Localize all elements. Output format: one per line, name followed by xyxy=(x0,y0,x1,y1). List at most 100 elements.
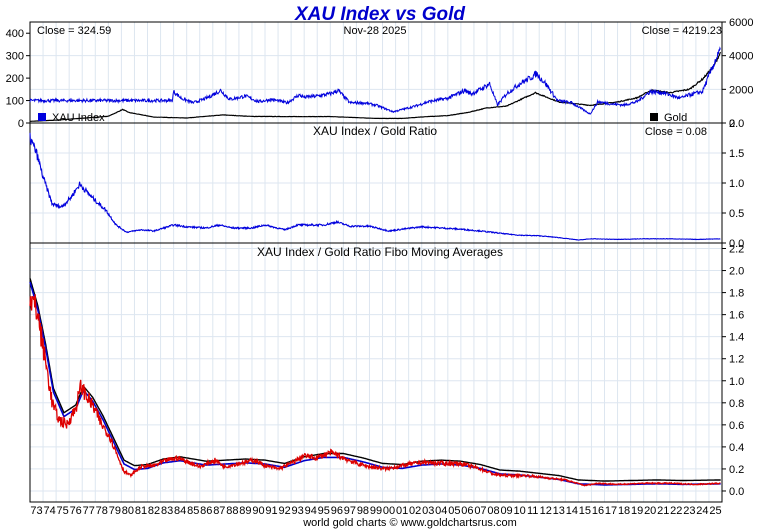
x-axis-year-labels: 73 74 75 76 77 78 79 80 81 82 83 84 85 86 87 88 89 90 91 92… xyxy=(30,505,721,517)
right-axis-tick-label: 4000 xyxy=(729,51,753,63)
panel-1-close-right: Close = 4219.23 xyxy=(642,25,722,37)
panel-2-grid xyxy=(29,122,722,244)
panel-3-right-axis: 2.2 2.0 1.8 1.6 1.4 1.2 1.0 0.8 0.6 0.4 0.2 0.0 xyxy=(722,244,744,498)
x-axis-year-label: 08 xyxy=(487,505,499,517)
x-axis-year-label: 77 xyxy=(83,505,95,517)
x-axis-year-label: 24 xyxy=(696,505,708,517)
right-axis-tick-label: 0.4 xyxy=(729,442,744,454)
right-axis-tick-label: 1.8 xyxy=(729,288,744,300)
panel-2-lines xyxy=(29,132,721,241)
right-axis-tick-label: 0.2 xyxy=(729,464,744,476)
x-axis-year-label: 00 xyxy=(383,505,395,517)
x-axis-year-label: 98 xyxy=(357,505,369,517)
x-axis-year-label: 84 xyxy=(174,505,186,517)
left-axis-tick-label: 300 xyxy=(6,51,24,63)
panel-ratio: XAU Index / Gold Ratio Close = 0.08 2.0 1… xyxy=(29,118,744,250)
x-axis-year-label: 01 xyxy=(396,505,408,517)
panel-3-lines xyxy=(29,278,721,487)
x-axis-year-label: 87 xyxy=(213,505,225,517)
x-axis-year-label: 15 xyxy=(579,505,591,517)
right-axis-tick-label: 0.0 xyxy=(729,238,744,250)
x-axis-year-label: 06 xyxy=(461,505,473,517)
panel-1-left-axis: 400 300 200 100 0 xyxy=(6,28,30,130)
x-axis-year-label: 97 xyxy=(344,505,356,517)
right-axis-tick-label: 1.0 xyxy=(729,178,744,190)
x-axis-year-label: 18 xyxy=(618,505,630,517)
right-axis-tick-label: 1.6 xyxy=(729,310,744,322)
panel-3-title: XAU Index / Gold Ratio Fibo Moving Avera… xyxy=(257,245,503,259)
right-axis-tick-label: 6000 xyxy=(729,17,753,29)
right-axis-tick-label: 2.2 xyxy=(729,244,744,256)
panel-1-date: Nov-28 2025 xyxy=(344,25,407,37)
x-axis-year-label: 23 xyxy=(683,505,695,517)
chart-footer: world gold charts © www.goldchartsrus.co… xyxy=(302,517,517,529)
panel-fibo: XAU Index / Gold Ratio Fibo Moving Avera… xyxy=(29,242,744,503)
left-axis-tick-label: 0 xyxy=(18,118,24,130)
panel-3-frame xyxy=(29,242,723,503)
x-axis-year-label: 99 xyxy=(370,505,382,517)
x-axis-year-label: 85 xyxy=(187,505,199,517)
right-axis-tick-label: 0 xyxy=(729,118,735,130)
right-axis-tick-label: 1.5 xyxy=(729,148,744,160)
x-axis-year-label: 05 xyxy=(448,505,460,517)
x-axis-year-label: 81 xyxy=(135,505,147,517)
right-axis-tick-label: 2.0 xyxy=(729,118,744,130)
ratio-red-line xyxy=(29,294,721,487)
x-axis-year-label: 96 xyxy=(331,505,343,517)
right-axis-tick-label: 0.6 xyxy=(729,420,744,432)
x-axis-year-label: 86 xyxy=(200,505,212,517)
x-axis-year-label: 11 xyxy=(527,505,538,517)
x-axis-year-label: 03 xyxy=(422,505,434,517)
x-axis-year-label: 13 xyxy=(553,505,565,517)
panel-1-lines xyxy=(29,46,722,122)
panel-1-frame xyxy=(29,21,723,124)
right-axis-tick-label: 0.5 xyxy=(729,208,744,220)
fibo-ma-black-line xyxy=(29,278,721,482)
x-axis-year-label: 90 xyxy=(252,505,264,517)
left-axis-tick-label: 200 xyxy=(6,73,24,85)
x-axis-year-label: 76 xyxy=(70,505,82,517)
x-axis-year-label: 78 xyxy=(96,505,108,517)
x-axis-year-label: 94 xyxy=(305,505,317,517)
x-axis-year-label: 17 xyxy=(605,505,617,517)
x-axis-year-label: 75 xyxy=(57,505,69,517)
right-axis-tick-label: 0.8 xyxy=(729,398,744,410)
x-axis-year-label: 22 xyxy=(670,505,682,517)
chart-title: XAU Index vs Gold xyxy=(294,4,465,25)
x-axis-year-label: 91 xyxy=(265,505,277,517)
legend-gold-swatch xyxy=(650,113,658,121)
left-axis-tick-label: 400 xyxy=(6,28,24,40)
right-axis-tick-label: 1.2 xyxy=(729,354,744,366)
x-axis-year-label: 82 xyxy=(148,505,160,517)
x-axis-year-label: 73 xyxy=(30,505,42,517)
x-axis-year-label: 89 xyxy=(239,505,251,517)
ratio-line xyxy=(29,132,721,241)
right-axis-tick-label: 1.4 xyxy=(729,332,744,344)
x-axis-year-label: 88 xyxy=(226,505,238,517)
x-axis-year-label: 92 xyxy=(278,505,290,517)
left-axis-tick-label: 100 xyxy=(6,96,24,108)
right-axis-tick-label: 0.0 xyxy=(729,486,744,498)
legend-xau-swatch xyxy=(38,113,46,121)
x-axis-year-label: 02 xyxy=(409,505,421,517)
x-axis-year-label: 19 xyxy=(631,505,643,517)
x-axis-year-label: 83 xyxy=(161,505,173,517)
x-axis-year-label: 09 xyxy=(500,505,512,517)
x-axis-year-label: 12 xyxy=(540,505,552,517)
x-axis-year-label: 20 xyxy=(644,505,656,517)
x-axis-year-label: 16 xyxy=(592,505,604,517)
x-axis-year-label: 21 xyxy=(657,505,669,517)
panel-3-grid xyxy=(29,243,722,502)
x-axis-year-label: 14 xyxy=(566,505,578,517)
x-axis-year-label: 10 xyxy=(513,505,525,517)
x-axis-year-label: 04 xyxy=(435,505,447,517)
right-axis-tick-label: 2.0 xyxy=(729,266,744,278)
panel-1-right-axis: 6000 4000 2000 0 xyxy=(722,17,753,130)
x-axis-year-label: 95 xyxy=(318,505,330,517)
panel-xau-gold: Close = 324.59 Nov-28 2025 Close = 4219.… xyxy=(6,17,754,130)
x-axis-year-label: 74 xyxy=(43,505,55,517)
panel-2-right-axis: 2.0 1.5 1.0 0.5 0.0 xyxy=(722,118,744,250)
legend-gold-label: Gold xyxy=(664,112,687,124)
x-axis-year-label: 79 xyxy=(109,505,121,517)
